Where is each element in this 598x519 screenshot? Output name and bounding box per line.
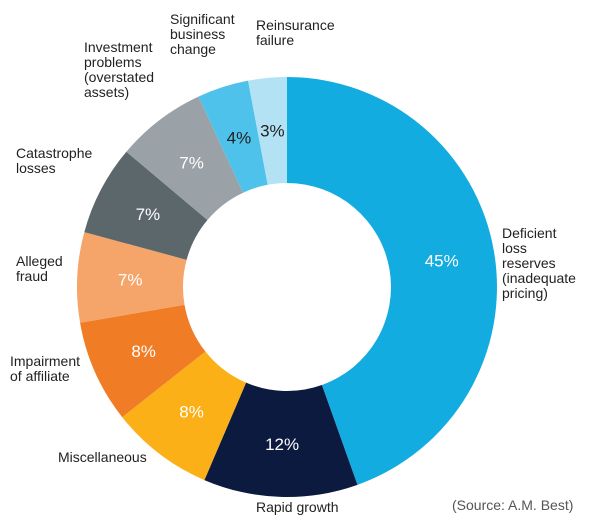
value-label: 8% (131, 342, 156, 361)
category-label: Impairment of affiliate (10, 353, 80, 384)
donut-segment (80, 304, 206, 418)
value-label: 7% (136, 205, 161, 224)
value-label: 7% (118, 271, 143, 290)
value-label: 12% (265, 435, 299, 454)
donut-segment (126, 96, 244, 221)
value-label: 3% (260, 122, 285, 141)
donut-segment (84, 151, 208, 260)
donut-segment (122, 351, 247, 481)
category-label: Reinsurance failure (256, 17, 335, 48)
donut-segment (76, 232, 187, 323)
donut-segment (287, 77, 498, 485)
category-label: Significant business change (170, 11, 235, 57)
value-label: 7% (179, 153, 204, 172)
category-label: Deficient loss reserves (inadequate pricing) (502, 225, 576, 301)
donut-segment (248, 77, 287, 185)
category-label: Miscellaneous (58, 449, 147, 465)
category-label: Catastrophe losses (16, 145, 92, 176)
value-label: 4% (227, 129, 252, 148)
source-note: (Source: A.M. Best) (452, 497, 573, 513)
donut-segment (204, 382, 358, 497)
value-label: 45% (425, 251, 459, 270)
category-label: Investment problems (overstated assets) (84, 39, 154, 100)
category-label: Rapid growth (256, 499, 339, 515)
value-label: 8% (179, 403, 204, 422)
donut-segment (198, 80, 268, 193)
category-label: Alleged fraud (16, 253, 63, 284)
